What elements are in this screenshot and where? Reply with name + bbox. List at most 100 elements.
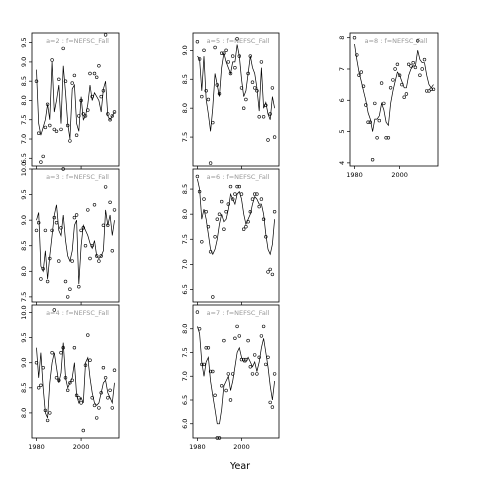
- panel-7-observed-point: [400, 82, 404, 87]
- panel-2-observed-point: [101, 223, 106, 228]
- panel-7-observed-point: [391, 78, 395, 82]
- panel-4-observed-point: [272, 135, 277, 139]
- panel-4-y-tick-label: 9.0: [181, 45, 189, 55]
- panel-1-observed-point: [61, 46, 65, 51]
- panel-2-observed-point: [74, 213, 79, 217]
- panel-4-observed-point: [237, 54, 242, 58]
- panel-7-title: a=8 : f=NEFSC_Fall: [365, 37, 428, 45]
- panel-6-y-tick-label: 7.5: [181, 347, 189, 357]
- panel-7-observed-point: [368, 120, 372, 124]
- panel-2-observed-point: [65, 295, 70, 299]
- panel-1-observed-point: [86, 108, 90, 112]
- panel-3-observed-point: [52, 308, 56, 312]
- panel-3-y-tick-label: 8.5: [20, 383, 28, 393]
- panel-4: a=5 : f=NEFSC_Fall 7.5 8.0 8.5 9.0: [181, 32, 280, 169]
- panel-6-observed-point: [235, 324, 239, 329]
- panel-5-fitted-line: [197, 178, 275, 256]
- panel-6-observed-point: [266, 355, 270, 359]
- panel-1-observed-point: [52, 127, 56, 132]
- panel-7-observed-point: [418, 73, 422, 77]
- panel-2-frame: [31, 168, 120, 303]
- panel-1-observed-point: [36, 131, 41, 135]
- panel-7-observed-point: [373, 101, 377, 106]
- panel-2-observed-point: [50, 228, 54, 233]
- panel-4-observed-point: [204, 89, 208, 93]
- panel-6-frame: [192, 304, 280, 439]
- panel-2-observed-point: [94, 254, 99, 258]
- panel-4-observed-point: [270, 86, 275, 90]
- panel-7-observed-point: [379, 81, 384, 85]
- panel-4-observed-point: [226, 60, 231, 64]
- panel-1-observed-point: [63, 79, 68, 83]
- panel-5-y-tick-label: 7.0: [181, 259, 189, 269]
- panel-4-y-tick-label: 8.5: [181, 74, 189, 84]
- panel-1-observed-point: [45, 102, 50, 107]
- panel-7-observed-point: [425, 89, 429, 93]
- panel-5-observed-point: [270, 272, 275, 277]
- panel-3-y-tick-label: 9.0: [20, 358, 28, 368]
- panel-3-frame: [31, 304, 120, 439]
- panel-5-observed-point: [208, 250, 213, 254]
- panel-7-y-tick-label: 6: [338, 98, 346, 102]
- panel-5-observed-point: [220, 199, 224, 204]
- panel-6-observed-point: [242, 357, 246, 362]
- panel-2-observed-point: [34, 228, 39, 233]
- panel-3-observed-point: [90, 396, 94, 400]
- panel-6-observed-point: [217, 436, 222, 440]
- panel-7-observed-point: [402, 95, 406, 99]
- panel-1-y-tick-label: 7.0: [20, 134, 28, 144]
- panel-7-observed-point: [388, 86, 393, 90]
- panel-6-observed-point: [244, 357, 248, 362]
- panel-2-observed-point: [108, 200, 112, 205]
- panel-2-title: a=3 : f=NEFSC_Fall: [46, 173, 109, 181]
- panel-6-observed-point: [228, 398, 233, 402]
- panel-2-observed-point: [99, 254, 103, 258]
- panel-5-title: a=6 : f=NEFSC_Fall: [207, 173, 270, 181]
- panel-5-observed-point: [255, 192, 259, 196]
- panel-5-observed-point: [202, 197, 206, 201]
- panel-4-observed-point: [244, 97, 248, 102]
- panel-2-observed-point: [39, 277, 43, 281]
- panel-6-y-tick-label: 6.5: [181, 395, 189, 405]
- panel-3-observed-point: [63, 376, 68, 380]
- panel-2-observed-point: [77, 285, 81, 289]
- panel-6-observed-point: [200, 362, 204, 367]
- panel-5-observed-point: [248, 210, 253, 214]
- panel-6-y-tick-label: 8.0: [181, 324, 189, 334]
- panel-1-observed-point: [70, 81, 74, 85]
- panel-6-observed-point: [195, 310, 200, 314]
- panel-7-observed-point: [420, 67, 424, 71]
- panel-1-observed-point: [39, 160, 43, 164]
- panel-6-observed-point: [197, 327, 202, 331]
- panel-5-observed-point: [231, 197, 235, 201]
- panel-4-observed-point: [261, 115, 266, 119]
- panel-2-observed-point: [79, 228, 83, 233]
- panel-6-observed-point: [261, 324, 266, 329]
- panel-4-observed-point: [264, 103, 268, 108]
- panel-7-observed-point: [375, 136, 379, 140]
- panel-5-observed-point: [239, 192, 244, 196]
- panel-4-observed-point: [200, 94, 204, 99]
- panel-4-observed-point: [268, 112, 272, 116]
- panel-5-observed-point: [215, 217, 220, 221]
- panel-7-observed-point: [409, 64, 413, 68]
- panel-6-observed-point: [204, 346, 208, 350]
- panel-5-observed-point: [228, 184, 233, 189]
- panel-2-observed-point: [88, 256, 92, 261]
- panel-4-observed-point: [215, 83, 220, 87]
- panel-3-observed-point: [48, 411, 52, 415]
- panel-2-observed-point: [48, 256, 52, 261]
- panel-5-observed-point: [206, 225, 211, 229]
- panel-7-observed-point: [395, 62, 400, 67]
- panel-1-observed-point: [92, 71, 97, 76]
- panel-5-observed-point: [257, 204, 261, 209]
- panel-2-y-tick-label: 10.0: [20, 162, 28, 176]
- panel-2-observed-point: [106, 223, 110, 228]
- panel-6-observed-point: [206, 346, 211, 350]
- panel-1-y-tick-label: 9.0: [20, 57, 28, 67]
- panel-3-observed-point: [99, 391, 103, 395]
- panel-1: a=2 : f=NEFSC_Fall 6.5 7.0 7.5 8.0 8.5 9.0 9.5: [20, 32, 120, 169]
- panel-1-frame: [31, 32, 120, 167]
- panel-6-observed-point: [226, 372, 231, 376]
- panel-5-observed-point: [253, 192, 257, 196]
